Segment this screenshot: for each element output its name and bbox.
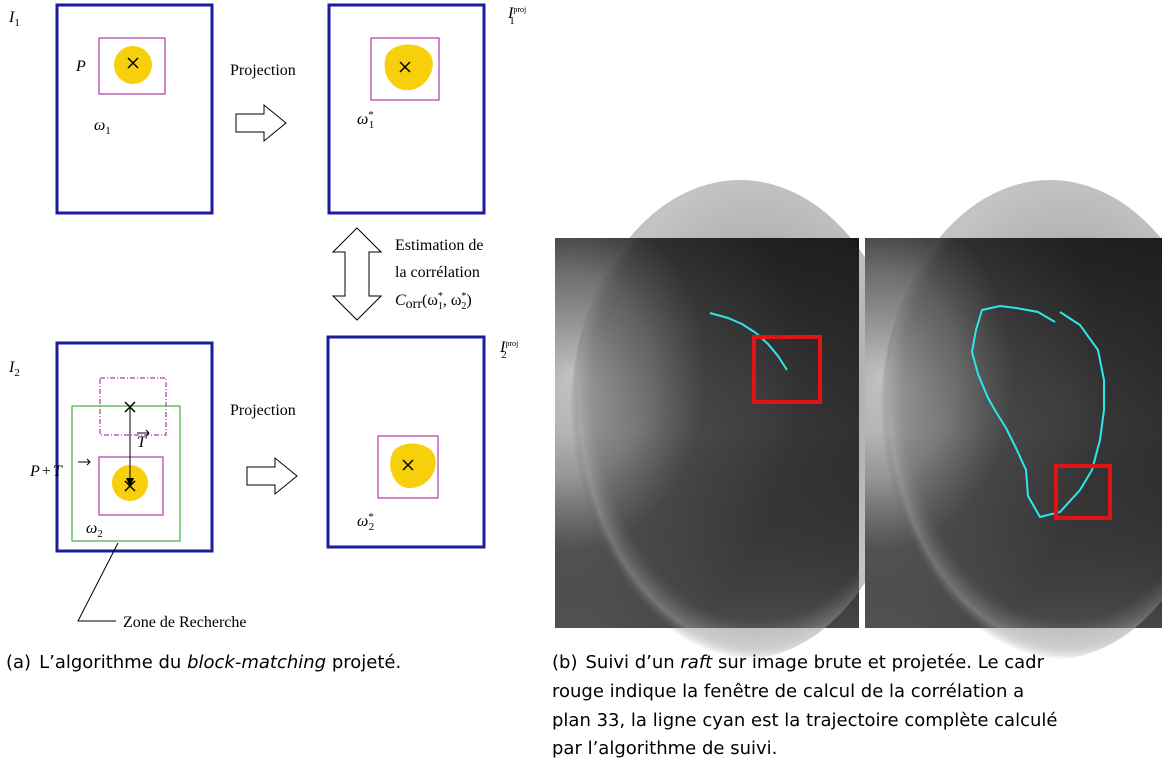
label: I2 (8, 359, 20, 379)
label-base: ω (357, 513, 368, 530)
blob (385, 44, 433, 90)
figure: I1 P ω1 Projection Iproj1 ω*1 Estimation… (0, 0, 1162, 772)
label: ω2 (86, 520, 103, 540)
label: P+T (29, 463, 63, 480)
label-sup: proj (513, 5, 526, 14)
label-sub: 2 (14, 367, 20, 379)
image-box (57, 5, 212, 213)
label-sub: 2 (501, 349, 507, 361)
f: P (29, 463, 40, 480)
caption-text: projeté. (326, 652, 401, 673)
f: orr (406, 297, 423, 312)
label: I1 (8, 9, 20, 29)
caption: (a) L’algorithme du block-matching projet… (6, 652, 401, 673)
image-box (57, 343, 212, 551)
caption-text: L’algorithme du (39, 652, 187, 673)
label: P (75, 58, 86, 75)
f: C (395, 292, 406, 309)
blob (114, 46, 152, 84)
label: ω1 (94, 117, 111, 137)
f: (ω (422, 292, 438, 309)
label-sub: 2 (97, 528, 103, 540)
label: Projection (230, 402, 296, 419)
label: ω*2 (357, 511, 374, 533)
label-sub: 2 (369, 521, 375, 533)
f: ) (466, 292, 471, 309)
f: , ω (443, 292, 462, 309)
label: ω*1 (357, 109, 374, 131)
image-box (329, 5, 484, 213)
f: + (42, 463, 51, 480)
caption-text: block-matching (187, 652, 326, 673)
caption-text: raft (680, 652, 713, 673)
label: Estimation de (395, 237, 483, 254)
caption-text: Suivi d’un (585, 652, 680, 673)
hollow-arrow (247, 458, 297, 494)
label-sub: 1 (105, 125, 111, 137)
label-base: ω (86, 520, 97, 537)
photo (555, 180, 910, 660)
caption-label: (b) (552, 652, 577, 673)
label: Zone de Recherche (123, 614, 246, 631)
double-arrow (333, 228, 381, 320)
label: T (137, 434, 147, 451)
pointer-line (78, 543, 118, 621)
label-sub: 1 (509, 15, 515, 27)
hollow-arrow (236, 105, 286, 141)
label-sub: 1 (369, 119, 375, 131)
caption-label: (a) (6, 652, 31, 673)
label-sup: proj (505, 339, 518, 348)
label-sub: 1 (14, 17, 20, 29)
caption-text: par l’algorithme de suivi. (552, 738, 777, 759)
caption-text: rouge indique la fenêtre de calcul de la… (552, 681, 1024, 702)
label: Projection (230, 62, 296, 79)
photo (865, 180, 1162, 660)
formula: Corr(ω1*, ω2*) (395, 291, 472, 312)
caption-text: sur image brute et projetée. Le cadr (712, 652, 1044, 673)
caption: (b) Suivi d’un raft sur image brute et pr… (552, 652, 1045, 673)
vector-bar (78, 459, 90, 465)
image-box (328, 337, 484, 547)
caption-text: plan 33, la ligne cyan est la trajectoir… (552, 710, 1057, 731)
label: la corrélation (395, 264, 480, 281)
blob (390, 444, 436, 489)
label-base: ω (357, 111, 368, 128)
f: T (53, 463, 63, 480)
label-base: ω (94, 117, 105, 134)
